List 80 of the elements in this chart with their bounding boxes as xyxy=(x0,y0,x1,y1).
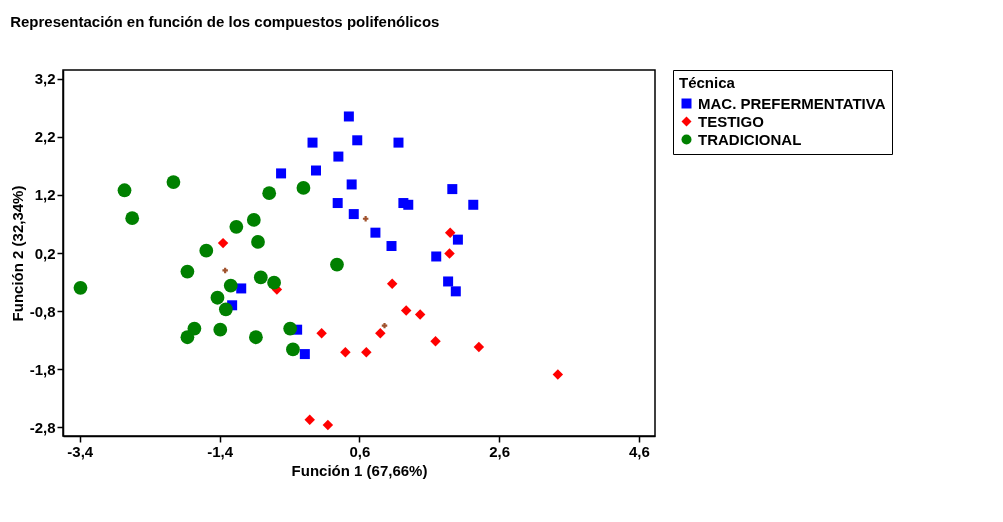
point xyxy=(340,347,351,358)
point xyxy=(236,283,247,294)
point xyxy=(386,241,397,252)
point xyxy=(352,135,363,146)
point xyxy=(444,227,456,238)
point xyxy=(267,275,281,290)
x-tick-label: 0,6 xyxy=(349,442,371,460)
point xyxy=(473,341,485,353)
legend-label: MAC. PREFERMENTATIVA xyxy=(698,94,886,112)
point xyxy=(375,327,386,339)
point xyxy=(180,264,195,279)
point xyxy=(307,137,318,148)
x-tick-label: 2,6 xyxy=(489,442,511,460)
legend-label: TESTIGO xyxy=(698,112,765,130)
point xyxy=(166,175,181,189)
point xyxy=(304,414,315,425)
y-tick-label: 2,2 xyxy=(34,128,56,146)
point xyxy=(187,321,202,336)
legend-label: TRADICIONAL xyxy=(698,130,802,148)
point xyxy=(346,179,357,190)
point xyxy=(249,330,263,345)
point xyxy=(246,213,261,227)
point xyxy=(286,342,300,357)
point xyxy=(330,257,344,272)
y-tick-label: 3,2 xyxy=(34,70,56,88)
point xyxy=(283,321,298,336)
point xyxy=(343,111,354,122)
y-tick-label: -2,8 xyxy=(29,418,56,436)
point xyxy=(222,267,228,274)
point xyxy=(552,369,564,380)
point xyxy=(322,419,334,431)
point xyxy=(180,330,195,345)
point xyxy=(450,286,461,297)
point xyxy=(393,137,404,148)
point xyxy=(213,322,228,337)
y-tick-label: -0,8 xyxy=(29,302,56,320)
y-tick-label: 1,2 xyxy=(34,186,56,204)
point xyxy=(117,183,132,198)
point xyxy=(223,278,238,293)
y-axis-title: Función 2 (32,34%) xyxy=(8,185,26,322)
point xyxy=(262,186,277,201)
point xyxy=(251,235,265,249)
point xyxy=(386,278,398,290)
point xyxy=(311,165,322,176)
point xyxy=(296,181,311,195)
point xyxy=(316,327,327,339)
point xyxy=(400,305,412,316)
legend-title: Técnica xyxy=(679,74,736,91)
point xyxy=(217,237,229,249)
point xyxy=(73,280,88,295)
point xyxy=(253,270,268,285)
point xyxy=(229,219,244,234)
point xyxy=(452,234,463,245)
point xyxy=(276,168,287,179)
x-tick-label: 4,6 xyxy=(628,442,650,460)
point xyxy=(348,209,359,220)
point xyxy=(414,309,426,320)
x-tick-label: -3,4 xyxy=(67,442,94,460)
point xyxy=(403,199,414,210)
y-tick-label: -1,8 xyxy=(29,360,56,378)
point xyxy=(125,211,140,226)
chart-title: Representación en función de los compuestos polifenólicos xyxy=(10,12,440,30)
point xyxy=(218,302,233,317)
point xyxy=(199,243,214,258)
point xyxy=(299,349,310,360)
point xyxy=(431,251,442,262)
x-tick-label: -1,4 xyxy=(207,442,234,460)
point xyxy=(332,198,343,209)
point xyxy=(370,227,381,238)
point xyxy=(361,347,372,358)
point xyxy=(444,248,455,259)
point xyxy=(468,199,479,210)
point xyxy=(430,336,441,347)
point xyxy=(333,151,344,162)
point xyxy=(447,184,458,195)
y-tick-label: 0,2 xyxy=(34,244,56,262)
x-axis-title: Función 1 (67,66%) xyxy=(291,461,428,479)
point xyxy=(210,290,225,305)
point xyxy=(381,322,388,329)
point xyxy=(443,276,454,287)
